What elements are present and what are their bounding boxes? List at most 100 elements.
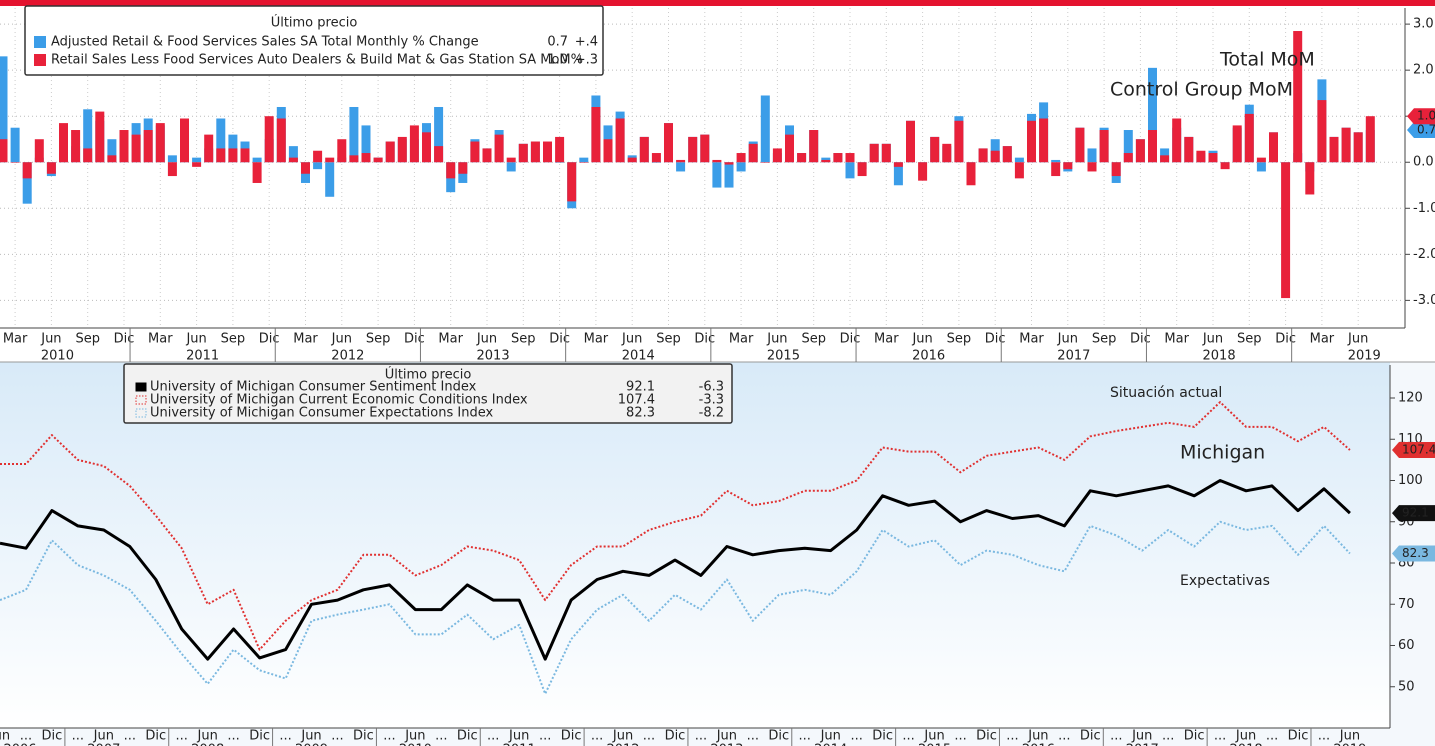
x-tick-label: Sep — [947, 332, 972, 347]
legend-swatch — [135, 382, 147, 392]
legend-label: University of Michigan Consumer Expectat… — [150, 406, 493, 421]
bar — [349, 106, 359, 163]
bar — [942, 143, 952, 163]
bar — [918, 162, 928, 181]
bar — [893, 162, 903, 186]
bar — [966, 162, 976, 186]
x-tick-label: ... — [850, 729, 862, 744]
x-tick-label: ... — [643, 729, 655, 744]
x-tick-label: ... — [72, 729, 84, 744]
x-tick-label: Sep — [1237, 332, 1262, 347]
x-tick-label: Jun — [1131, 729, 1152, 744]
bar — [1027, 120, 1036, 163]
bar — [857, 162, 867, 177]
x-tick-label: Jun — [197, 729, 218, 744]
x-tick-label: ... — [20, 729, 32, 744]
x-tick-label: Dic — [768, 729, 789, 744]
legend-swatch — [34, 36, 46, 48]
legend-label: University of Michigan Current Economic … — [150, 393, 528, 408]
legend-label: Adjusted Retail & Food Services Sales SA… — [51, 35, 479, 50]
bar — [1087, 148, 1097, 163]
bar — [34, 139, 44, 163]
bar — [180, 118, 189, 163]
last-value-tag — [1407, 122, 1435, 139]
x-tick-label: ... — [591, 729, 603, 744]
bar — [155, 123, 165, 163]
x-year-label: 2006 — [3, 743, 36, 746]
x-tick-label: Dic — [42, 729, 63, 744]
x-year-label: 2010 — [399, 743, 432, 746]
x-year-label: 2012 — [606, 743, 639, 746]
last-value-label: 0.7 — [1417, 123, 1435, 137]
bar — [22, 162, 32, 204]
bar — [651, 162, 661, 163]
x-tick-label: Jun — [331, 332, 352, 347]
x-year-label: 2018 — [1203, 349, 1236, 364]
bar — [167, 155, 177, 163]
bar — [252, 162, 262, 183]
legend-change: +.3 — [575, 53, 598, 68]
x-tick-label: ... — [1006, 729, 1018, 744]
bar — [1220, 162, 1230, 170]
bar — [1135, 139, 1145, 163]
bar — [1293, 31, 1303, 163]
last-value-label: 1.0 — [1417, 109, 1435, 123]
bar — [434, 146, 444, 163]
series-line — [0, 520, 1351, 695]
x-tick-label: Jun — [612, 729, 633, 744]
x-tick-label: Sep — [656, 332, 681, 347]
bar — [313, 150, 323, 163]
x-tick-label: ... — [539, 729, 551, 744]
y-tick-label: 3.0 — [1413, 17, 1434, 32]
x-tick-label: Dic — [549, 332, 570, 347]
y-tick-label: 120 — [1398, 391, 1423, 406]
bar — [1256, 157, 1266, 163]
bar — [1087, 162, 1097, 172]
legend-change: +.4 — [575, 35, 598, 50]
x-tick-label: Jun — [820, 729, 841, 744]
bar — [724, 162, 734, 188]
series-line — [0, 401, 1351, 651]
bar — [1123, 130, 1133, 163]
x-year-label: 2018 — [1230, 743, 1263, 746]
bar — [736, 162, 746, 172]
x-tick-label: Jun — [923, 729, 944, 744]
bar — [906, 120, 915, 163]
x-tick-label: ... — [1110, 729, 1122, 744]
bar — [797, 153, 807, 163]
bar — [881, 143, 891, 163]
bar — [204, 134, 214, 163]
bar — [446, 162, 456, 179]
last-value-label: 107.4 — [1402, 442, 1435, 456]
bar — [1099, 130, 1109, 163]
bar — [192, 162, 202, 167]
bar — [1353, 132, 1363, 163]
x-tick-label: ... — [1318, 729, 1330, 744]
bar — [518, 143, 528, 163]
bar — [1196, 150, 1206, 163]
x-tick-label: Dic — [976, 729, 997, 744]
bar — [603, 139, 613, 163]
bar — [651, 153, 661, 163]
x-tick-label: Mar — [1164, 332, 1189, 347]
x-tick-label: Mar — [438, 332, 463, 347]
annotation: Expectativas — [1180, 573, 1270, 589]
legend-title: Último precio — [271, 15, 358, 31]
bar — [1063, 162, 1073, 170]
x-tick-label: Jun — [40, 332, 61, 347]
bar — [409, 125, 419, 163]
bar — [1160, 155, 1170, 163]
bar — [397, 136, 407, 163]
x-tick-label: Dic — [404, 332, 425, 347]
bar — [46, 162, 56, 174]
x-tick-label: Dic — [840, 332, 861, 347]
x-tick-label: Jun — [716, 729, 737, 744]
x-tick-label: Jun — [1057, 332, 1078, 347]
bar — [59, 123, 68, 163]
x-tick-label: Dic — [561, 729, 582, 744]
bar — [1148, 130, 1157, 163]
bar — [361, 153, 371, 163]
x-tick-label: Sep — [1092, 332, 1117, 347]
bar — [1365, 116, 1375, 163]
